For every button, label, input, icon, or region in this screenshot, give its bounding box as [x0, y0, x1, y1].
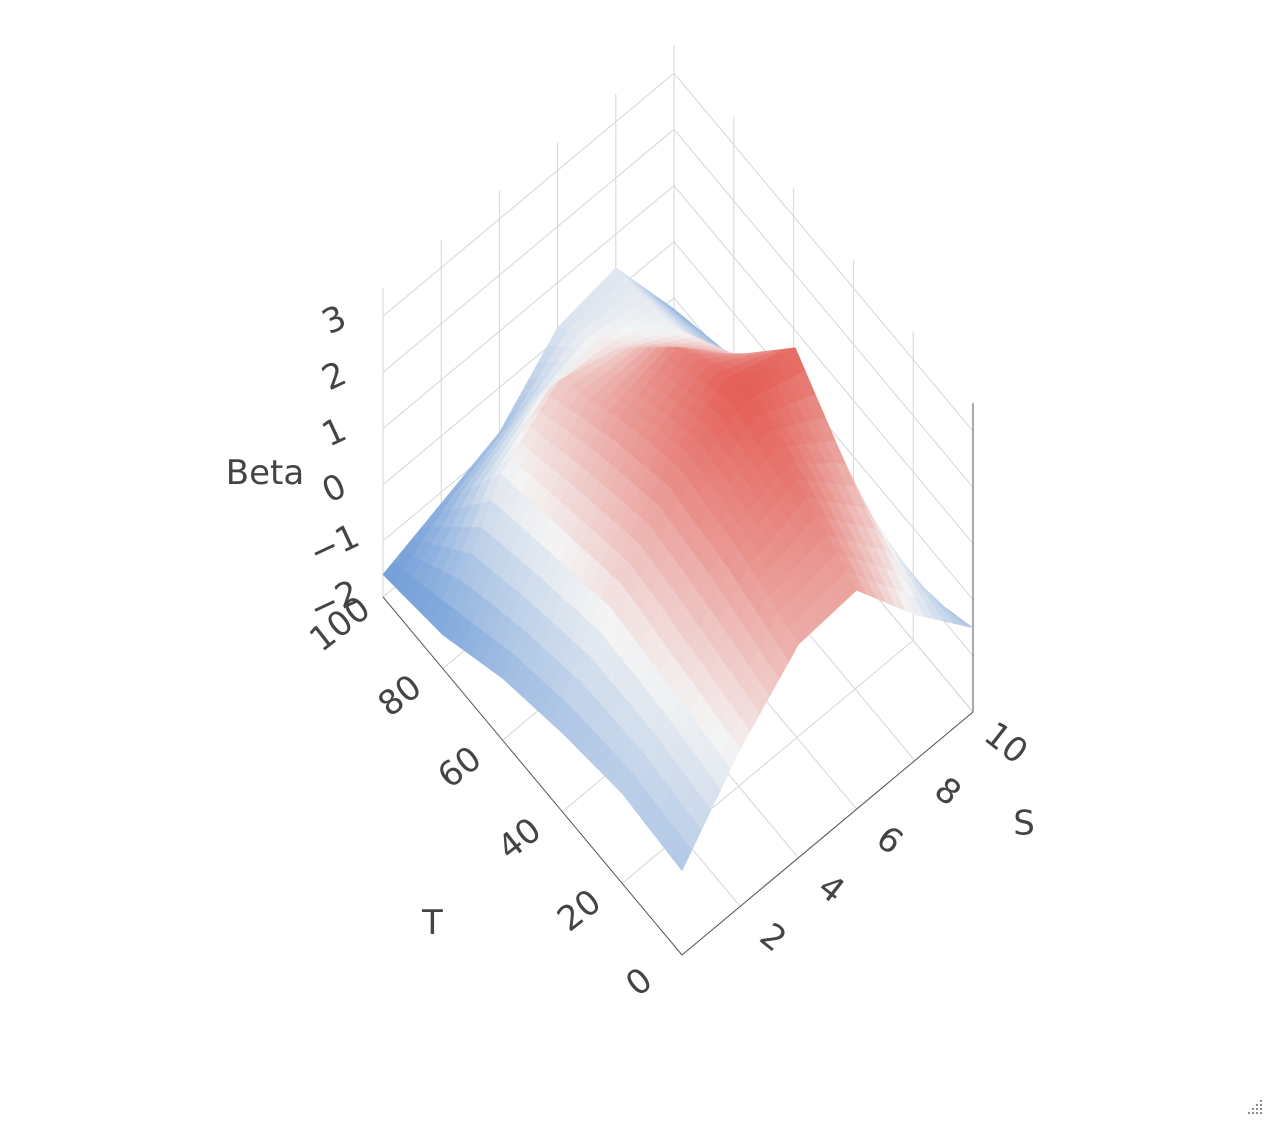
t-tick-label: 80 [371, 667, 430, 725]
surface-patch [671, 836, 693, 872]
axis-titles: S T Beta [226, 453, 1035, 943]
beta-axis-title: Beta [226, 453, 304, 493]
t-tick-label: 0 [618, 960, 660, 1005]
s-tick-label: 2 [752, 915, 794, 960]
t-axis-title: T [421, 903, 443, 943]
beta-tick-label: 0 [316, 466, 353, 511]
t-tick-label: 40 [490, 810, 549, 868]
s-axis-title: S [1013, 804, 1035, 844]
grid-line [382, 72, 974, 432]
s-tick-label: 4 [810, 867, 852, 912]
resize-grip-icon[interactable] [1242, 1096, 1264, 1118]
beta-surface[interactable] [382, 267, 974, 872]
beta-tick-label: 3 [316, 298, 353, 343]
grid-line [382, 184, 974, 544]
axis-line [681, 711, 974, 956]
s-tick-label: 8 [927, 770, 969, 815]
grid-line [382, 240, 974, 601]
grid-line [382, 128, 974, 488]
t-tick-label: 60 [430, 738, 489, 796]
beta-tick-label: 1 [316, 410, 353, 455]
s-tick-label: 10 [976, 714, 1035, 772]
axis-line [382, 596, 683, 956]
beta-tick-label: −1 [303, 516, 365, 573]
t-tick-label: 20 [550, 882, 609, 940]
beta-tick-label: 2 [316, 354, 353, 399]
s-tick-label: 6 [869, 818, 911, 863]
